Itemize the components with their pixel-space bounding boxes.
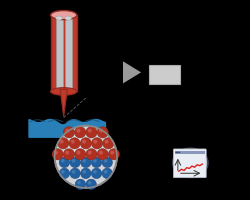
Circle shape — [77, 144, 99, 166]
Circle shape — [63, 149, 74, 160]
Circle shape — [68, 137, 106, 174]
Circle shape — [108, 149, 120, 160]
Circle shape — [69, 138, 80, 149]
Circle shape — [72, 159, 75, 163]
Circle shape — [65, 151, 69, 155]
Circle shape — [177, 152, 179, 153]
Circle shape — [88, 181, 92, 185]
Circle shape — [93, 159, 97, 163]
Circle shape — [80, 168, 91, 179]
Circle shape — [58, 129, 114, 185]
Circle shape — [99, 151, 103, 155]
Ellipse shape — [64, 137, 89, 152]
Circle shape — [88, 129, 92, 133]
Circle shape — [67, 136, 107, 176]
Polygon shape — [60, 90, 67, 117]
Circle shape — [102, 157, 113, 168]
Circle shape — [72, 140, 103, 171]
Circle shape — [97, 127, 108, 138]
Circle shape — [102, 168, 113, 179]
Circle shape — [76, 151, 80, 155]
Circle shape — [86, 149, 97, 160]
Circle shape — [88, 151, 92, 155]
Circle shape — [70, 139, 104, 173]
Circle shape — [105, 140, 108, 144]
Circle shape — [91, 168, 102, 179]
Ellipse shape — [51, 88, 77, 96]
Ellipse shape — [51, 11, 77, 20]
Circle shape — [65, 129, 69, 133]
Bar — [56, 19, 62, 89]
Ellipse shape — [65, 17, 72, 21]
Circle shape — [87, 153, 90, 156]
Circle shape — [61, 170, 65, 174]
Circle shape — [84, 150, 93, 159]
Circle shape — [74, 149, 86, 160]
Circle shape — [103, 138, 114, 149]
Circle shape — [82, 170, 86, 174]
Circle shape — [99, 129, 103, 133]
Circle shape — [52, 149, 63, 160]
Circle shape — [75, 179, 86, 190]
Bar — [149, 66, 180, 85]
Circle shape — [61, 159, 65, 163]
Circle shape — [70, 157, 80, 168]
FancyBboxPatch shape — [174, 149, 206, 178]
Circle shape — [104, 170, 108, 174]
Circle shape — [60, 140, 64, 144]
Circle shape — [60, 130, 113, 183]
Circle shape — [110, 151, 114, 155]
Circle shape — [82, 159, 86, 163]
Bar — [51, 16, 77, 92]
Circle shape — [74, 127, 86, 138]
Circle shape — [91, 157, 102, 168]
Circle shape — [54, 151, 58, 155]
Circle shape — [80, 157, 91, 168]
Circle shape — [86, 151, 92, 157]
Polygon shape — [123, 62, 141, 84]
Circle shape — [76, 129, 80, 133]
Circle shape — [104, 159, 108, 163]
Ellipse shape — [173, 148, 208, 178]
Circle shape — [59, 168, 70, 179]
Circle shape — [70, 168, 80, 179]
Circle shape — [92, 138, 103, 149]
Circle shape — [59, 157, 70, 168]
Ellipse shape — [56, 17, 62, 21]
Circle shape — [55, 126, 117, 188]
Circle shape — [79, 146, 97, 164]
Circle shape — [86, 179, 97, 190]
Circle shape — [58, 138, 69, 149]
Circle shape — [63, 127, 74, 138]
Circle shape — [86, 127, 97, 138]
Circle shape — [55, 126, 117, 188]
Circle shape — [63, 133, 110, 179]
Circle shape — [94, 140, 97, 144]
Bar — [65, 19, 72, 89]
Bar — [175, 151, 205, 154]
Circle shape — [82, 148, 94, 161]
Circle shape — [75, 143, 100, 168]
Circle shape — [93, 170, 97, 174]
Circle shape — [74, 141, 102, 169]
Circle shape — [65, 134, 108, 178]
Circle shape — [72, 170, 75, 174]
Circle shape — [97, 149, 108, 160]
Circle shape — [80, 138, 92, 149]
Circle shape — [62, 132, 111, 181]
Circle shape — [56, 127, 116, 186]
Circle shape — [71, 140, 75, 144]
Circle shape — [82, 140, 86, 144]
Circle shape — [77, 181, 81, 185]
Circle shape — [176, 152, 177, 153]
Circle shape — [80, 147, 96, 162]
Circle shape — [179, 152, 180, 153]
